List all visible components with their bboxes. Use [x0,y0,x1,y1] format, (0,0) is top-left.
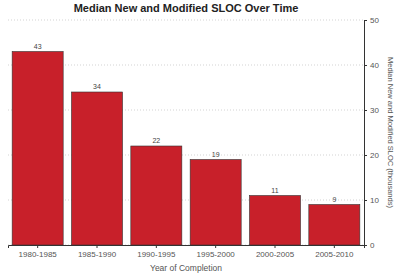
data-label: 43 [34,43,42,50]
y-axis: 0 10 20 30 40 50 [364,16,379,250]
x-axis-title: Year of Completion [150,263,222,273]
x-tick: 1995-2000 [197,245,236,259]
x-tick: 1985-1990 [78,245,117,259]
x-tick-mark [156,245,157,248]
x-tick-label: 2000-2005 [256,250,295,259]
bar [190,160,241,246]
y-tick: 20 [364,151,379,160]
y-tick: 50 [364,16,379,25]
y-tick-mark [364,65,367,66]
y-tick-label: 40 [370,61,379,70]
y-axis-line [364,21,365,246]
x-tick-label: 1985-1990 [78,250,117,259]
y-tick-mark [364,155,367,156]
y-axis-title: Median New and Modified SLOC (thousands) [386,57,395,208]
x-axis-line [9,246,365,249]
data-label: 9 [332,196,336,203]
data-label: 19 [212,151,220,158]
x-tick-mark [275,245,276,248]
x-tick-mark [334,245,335,248]
y-tick-label: 0 [370,241,375,250]
x-tick-mark [97,245,98,248]
chart: 433422191191980-19851985-19901990-199519… [0,0,400,279]
grid [8,20,364,245]
y-tick-mark [364,110,367,111]
y-tick-mark [364,200,367,201]
bars [12,52,360,246]
data-label: 11 [271,187,278,194]
bar [12,52,63,246]
x-tick: 1990-1995 [137,245,176,259]
bar [131,146,182,245]
x-axis: 1980-1985 1985-1990 1990-1995 1995-2000 2000… [9,245,365,259]
title: Median New and Modified SLOC Over Time [74,2,299,14]
data-label: 34 [93,83,101,90]
x-tick-label: 1990-1995 [137,250,176,259]
x-tick: 1980-1985 [19,245,58,259]
plot: 433422191191980-19851985-19901990-199519… [8,16,379,259]
y-tick-label: 30 [370,106,379,115]
bar [309,205,360,246]
y-tick-mark [364,245,367,246]
x-tick: 2005-2010 [315,245,354,259]
y-tick-label: 20 [370,151,379,160]
data-labels: 43 34 22 19 11 9 [34,43,337,203]
x-tick-label: 2005-2010 [315,250,354,259]
y-tick-label: 50 [370,16,379,25]
data-label: 22 [152,137,160,144]
y-tick-mark [364,20,367,21]
x-tick-label: 1995-2000 [197,250,236,259]
y-tick: 10 [364,196,379,205]
y-tick: 40 [364,61,379,70]
x-tick-mark [37,245,38,248]
x-tick-mark [215,245,216,248]
y-tick-label: 10 [370,196,379,205]
bar [71,92,122,245]
x-tick-label: 1980-1985 [19,250,58,259]
grid-line [8,20,364,21]
y-tick: 30 [364,106,379,115]
x-tick: 2000-2005 [256,245,295,259]
bar [249,196,300,246]
y-tick: 0 [364,241,375,250]
